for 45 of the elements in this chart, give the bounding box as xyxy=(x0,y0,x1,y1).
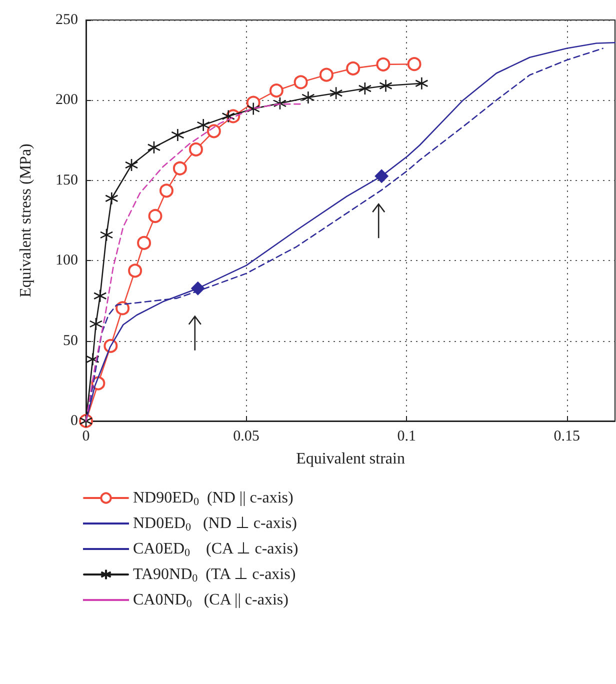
point xyxy=(407,57,422,72)
point xyxy=(147,140,161,154)
point xyxy=(172,161,187,176)
y-tick-label: 250 xyxy=(56,12,78,28)
point xyxy=(137,236,152,250)
point xyxy=(148,209,162,224)
y-tick-label: 150 xyxy=(56,172,78,188)
point xyxy=(358,82,372,96)
point xyxy=(159,184,174,198)
point xyxy=(190,281,205,296)
x-axis-title: Equivalent strain xyxy=(296,450,405,468)
point xyxy=(302,90,315,104)
point xyxy=(89,317,103,331)
point xyxy=(124,158,138,172)
point xyxy=(246,102,260,116)
y-axis-title: Equivalent stress (MPa) xyxy=(18,144,34,298)
point xyxy=(171,128,184,142)
point xyxy=(222,110,235,123)
point xyxy=(269,84,284,98)
point xyxy=(206,124,221,138)
point xyxy=(346,61,360,76)
point xyxy=(188,142,203,156)
point xyxy=(379,79,392,92)
x-tick-label: 0.15 xyxy=(554,428,580,444)
x-tick-label: 0.1 xyxy=(397,428,416,444)
point xyxy=(376,57,390,72)
x-tick-label: 0.05 xyxy=(233,428,260,444)
point xyxy=(415,76,428,90)
point xyxy=(374,169,389,184)
point xyxy=(196,118,210,132)
point xyxy=(100,228,114,242)
point xyxy=(273,96,287,110)
point xyxy=(319,68,334,82)
point xyxy=(294,75,308,90)
y-tick-label: 200 xyxy=(56,92,78,108)
y-tick-label: 0 xyxy=(70,413,78,429)
y-tick-label: 50 xyxy=(63,332,78,349)
y-tick-label: 100 xyxy=(56,252,78,269)
point xyxy=(116,301,130,316)
point xyxy=(128,264,142,278)
point xyxy=(329,86,343,100)
point xyxy=(105,192,118,206)
point xyxy=(93,289,107,303)
x-tick-label: 0 xyxy=(82,428,90,444)
point xyxy=(86,352,100,366)
